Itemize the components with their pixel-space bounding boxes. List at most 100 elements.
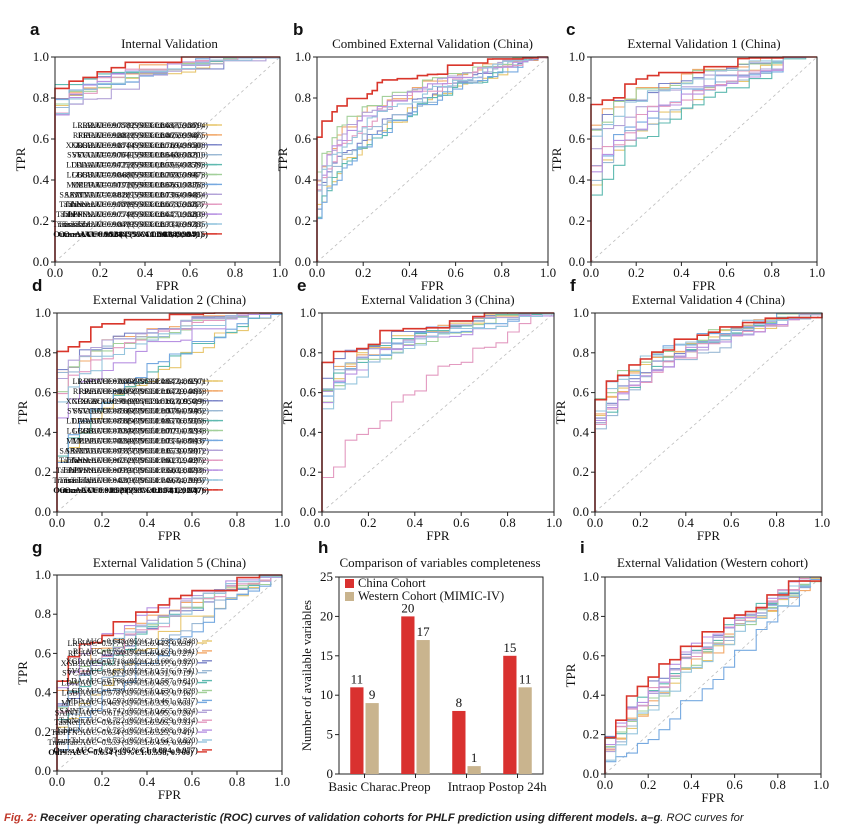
x-tick-label: Basic Charac. <box>328 779 400 794</box>
y-tick-label: 1.0 <box>300 305 316 320</box>
roc-curve-saint <box>54 56 280 262</box>
legend: LR:AUC=0.805 (95%CI:0.642, 0.950)RF:AUC=… <box>59 377 218 495</box>
panel-label-d: d <box>32 276 43 295</box>
y-tick-label: 0.6 <box>35 645 52 660</box>
roc-curve-transtab <box>56 312 282 512</box>
y-tick-label: 15 <box>320 648 333 663</box>
roc-curve-ours <box>594 313 823 512</box>
bar-china-2 <box>452 710 466 774</box>
legend-text-xgb: XGB:AUC=0.874 (95%CI:0.780, 0.950) <box>71 141 204 150</box>
y-tick-label: 0.4 <box>583 687 600 702</box>
legend-text-lgb: LGB:AUC=0.739 (95%CI:0.630, 0.828) <box>67 687 199 696</box>
y-tick-label: 0 <box>327 766 334 781</box>
legend-text-xgb: XGB:AUC=0.796 (95%CI:0.637, 0.939) <box>72 397 205 406</box>
roc-curve-ours <box>590 56 817 262</box>
legend-text-lr: LR:AUC=0.577 (95%CI:0.443, 0.698) <box>67 639 193 648</box>
legend: LR:AUC=0.908 (95%CI:0.848, 0.958)RF:AUC=… <box>53 121 212 239</box>
y-tick-label: 0.8 <box>300 345 316 360</box>
legend-text-rf: RF:AUC=0.883 (95%CI:0.805, 0.947) <box>78 131 203 140</box>
legend-swatch-china <box>345 579 354 588</box>
y-tick-label: 0.8 <box>35 345 51 360</box>
legend: LR:AUC=0.577 (95%CI:0.443, 0.698)RF:AUC=… <box>48 639 207 757</box>
y-tick-label: 0.8 <box>295 90 311 105</box>
legend-text-ours: Ours:AUC=0.884 (95%CI:0.849, 0.915) <box>63 229 208 239</box>
panel-label-c: c <box>566 20 576 39</box>
x-axis-label: FPR <box>156 278 179 293</box>
roc-curve-lda <box>56 312 283 512</box>
legend-text-tabpfn: TabPFN:AUC=0.774 (95%CI:0.647, 0.880) <box>61 210 203 219</box>
y-axis-label: TPR <box>280 400 295 424</box>
x-tick-label: 0.4 <box>401 265 418 280</box>
legend-text-ours: Ours:AUC=0.908 (95%CI:0.808, 0.970) <box>58 229 203 239</box>
y-tick-label: 0.6 <box>35 385 52 400</box>
y-tick-label: 20 <box>320 608 333 623</box>
x-tick-label: 0.6 <box>726 777 743 792</box>
legend-text-lgb: LGB:AUC=0.904 (95%CI:0.820, 0.969) <box>67 171 199 180</box>
legend-text-lda: LDA:AUC=0.725 (95%CI:0.591, 0.838) <box>71 161 203 170</box>
roc-curve-ours <box>316 56 548 262</box>
legend-text-ours: Ours:AUC=0.852 (95%CI:0.741, 0.947) <box>59 485 204 495</box>
legend-text-transtab: TransTab:AUC=0.733 (95%CI:0.643, 0.820) <box>53 736 199 745</box>
x-tick-label: 0.8 <box>227 265 243 280</box>
reference-diagonal <box>590 56 818 263</box>
legend-text-lr: LR:AUC=0.676 (95%CI:0.483, 0.862) <box>72 377 198 386</box>
roc-curve-mlp <box>321 312 554 512</box>
bar-value-label: 1 <box>471 750 478 765</box>
legend-text-rf: RF:AUC=0.920 (95%CI:0.846, 0.976) <box>73 131 198 140</box>
legend-text-mlp: MLP:AUC=0.831 (95%CI:0.714, 0.943) <box>72 436 204 445</box>
x-axis-label: FPR <box>692 278 715 293</box>
y-tick-label: 1.0 <box>295 49 311 64</box>
x-axis-label: FPR <box>701 790 724 805</box>
legend-text-tabnet: TabNet:AUC=0.616 (95%CI:0.505, 0.733) <box>54 718 193 727</box>
bar-western-3 <box>518 687 532 774</box>
x-tick-label: 0.2 <box>92 265 108 280</box>
reference-diagonal <box>594 312 823 513</box>
bar-china-3 <box>503 655 517 774</box>
legend-text-lgb: LGB:AUC=0.578 (95%CI:0.445, 0.716) <box>62 689 194 698</box>
plot-g: 0.00.0 0.2 0.2 0.4 0.4 0.6 0.6 0.8 0.8 1.0 1.0 FPR T… <box>15 567 290 802</box>
panel-title-e: External Validation 3 (China) <box>361 292 515 307</box>
x-tick-label: 0.4 <box>683 777 700 792</box>
y-tick-label: 0.6 <box>573 385 590 400</box>
legend-text-mlp: MLP:AUC=0.911 (95%CI:0.837, 0.971) <box>66 180 198 189</box>
x-tick-label: 1.0 <box>814 515 830 530</box>
y-axis-label: TPR <box>15 400 30 424</box>
legend-text-rf: RF:AUC=0.818 (95%CI:0.769, 0.865) <box>83 131 208 140</box>
plot-f: 0.00.00.20.20.40.40.60.60.80.81.01.0FPRT… <box>59 305 830 543</box>
x-tick-label: Preop <box>400 779 430 794</box>
legend-text-mlp: MLP:AUC=0.593 (95%CI:0.461, 0.717) <box>66 696 198 705</box>
x-tick-label: 0.8 <box>764 265 780 280</box>
y-tick-label: 1.0 <box>573 305 589 320</box>
y-tick-label: 0.0 <box>35 504 51 519</box>
panel-label-e: e <box>297 276 307 295</box>
plot-b: 0.00.0 0.2 0.2 0.4 0.4 0.6 0.6 0.8 0.8 1.0 1.0 FPR T… <box>63 49 556 293</box>
x-tick-label: 1.0 <box>813 777 829 792</box>
y-tick-label: 0.8 <box>33 90 49 105</box>
legend: LR:AUC=0.648 (95%CI:0.538, 0.748)RF:AUC=… <box>53 637 212 755</box>
panel-label-a: a <box>30 20 40 39</box>
legend-swatch-western <box>345 592 354 601</box>
roc-curve-tabpfn <box>590 56 817 262</box>
x-tick-label: 0.6 <box>453 515 470 530</box>
roc-curve-ours <box>604 577 822 774</box>
axes-frame <box>604 576 822 775</box>
legend-text-lr: LR:AUC=0.648 (95%CI:0.538, 0.748) <box>72 637 198 646</box>
legend: LR:AUC=0.732 (95%CI:0.665, 0.794)RF:AUC=… <box>63 121 222 239</box>
y-tick-label: 25 <box>320 569 333 584</box>
legend-text-tabnet: TabNet:AUC=0.789 (95%CI:0.678, 0.887) <box>64 200 203 209</box>
reference-diagonal <box>604 576 822 775</box>
legend-text-svc: SVC:AUC=0.868 (95%CI:0.764, 0.952) <box>78 407 209 416</box>
roc-curve-tabpfn <box>316 57 549 262</box>
plot-d: 0.00.0 0.2 0.2 0.4 0.4 0.6 0.6 0.8 0.8 1.0 1.0 FPR T… <box>15 305 290 543</box>
x-tick-label: 0.6 <box>723 515 740 530</box>
roc-curve-transtab <box>54 56 280 262</box>
axes-frame <box>338 576 544 775</box>
y-tick-label: 0.6 <box>569 131 586 146</box>
x-tick-label: 0.4 <box>407 515 424 530</box>
y-axis-label: TPR <box>549 147 564 171</box>
x-axis-label: FPR <box>426 528 449 543</box>
x-tick-label: 1.0 <box>809 265 825 280</box>
roc-curve-ours <box>56 574 282 771</box>
legend-text-svc: SVC:AUC=0.900 (95%CI:0.834, 0.952) <box>67 151 198 160</box>
